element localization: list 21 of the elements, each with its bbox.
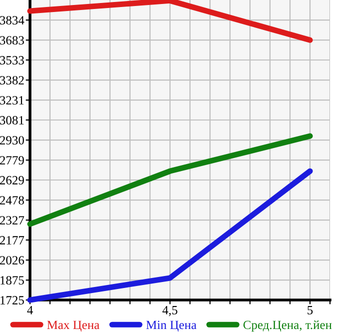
y-tick-label: 2327: [0, 216, 24, 225]
legend-label: Min Цена: [146, 320, 196, 332]
y-tick-label: 2930: [0, 136, 24, 145]
x-tick-label: 4: [27, 306, 33, 314]
y-tick-label: 2177: [0, 236, 24, 244]
y-tick-label: 2478: [0, 196, 24, 205]
y-tick-label: 2629: [0, 176, 24, 184]
y-tick-label: 3382: [0, 76, 24, 85]
x-tick-label: 5: [308, 306, 313, 314]
y-tick-label: 3081: [0, 116, 24, 124]
y-tick-label: 3834: [0, 16, 24, 25]
y-tick-label: 3533: [0, 56, 24, 64]
y-tick-label: 3683: [0, 36, 24, 45]
legend-label: Max Цена: [47, 320, 100, 332]
y-tick-label: 2026: [0, 256, 24, 265]
y-tick-label: 1875: [0, 276, 24, 285]
x-tick-label: 4,5: [162, 306, 178, 316]
legend-label: Сред.Цена, т.йен: [243, 320, 332, 332]
y-tick-label: 2779: [0, 156, 24, 165]
y-tick-label: 3231: [0, 96, 24, 105]
y-tick-label: 1725: [0, 296, 24, 304]
